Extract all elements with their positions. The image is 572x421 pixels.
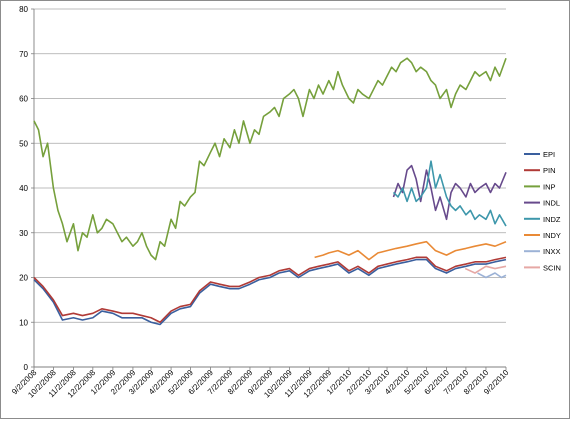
y-tick-label: 40 [19, 184, 28, 193]
series-line-inxx [477, 272, 507, 279]
y-tick-label: 0 [24, 363, 29, 372]
legend-label-epi: EPI [543, 150, 555, 159]
legend: EPI PIN INP INDL INDZ INDY INXX SCIN [524, 150, 561, 272]
y-tick-label: 10 [19, 318, 28, 327]
legend-label-indz: INDZ [543, 215, 561, 224]
series-line-indy [314, 240, 507, 261]
series-line-indz [392, 160, 507, 227]
series-line-epi [33, 258, 507, 326]
legend-label-indl: INDL [543, 199, 560, 208]
y-tick-label: 70 [19, 50, 28, 59]
legend-label-scin: SCIN [543, 263, 561, 272]
y-tick-label: 60 [19, 95, 28, 104]
series-line-indl [392, 164, 507, 221]
y-tick-label: 50 [19, 139, 28, 148]
gridlines [34, 8, 506, 323]
legend-label-inp: INP [543, 182, 556, 191]
legend-label-indy: INDY [543, 231, 561, 240]
legend-label-inxx: INXX [543, 247, 561, 256]
data-series [33, 57, 507, 326]
series-line-inp [33, 57, 507, 261]
axes: 010203040506070809/2/200810/2/200811/2/2… [10, 5, 511, 400]
series-line-scin [464, 265, 507, 274]
series-line-pin [33, 256, 507, 324]
legend-label-pin: PIN [543, 166, 556, 175]
y-tick-label: 80 [19, 5, 28, 14]
y-tick-label: 20 [19, 274, 28, 283]
y-tick-label: 30 [19, 229, 28, 238]
